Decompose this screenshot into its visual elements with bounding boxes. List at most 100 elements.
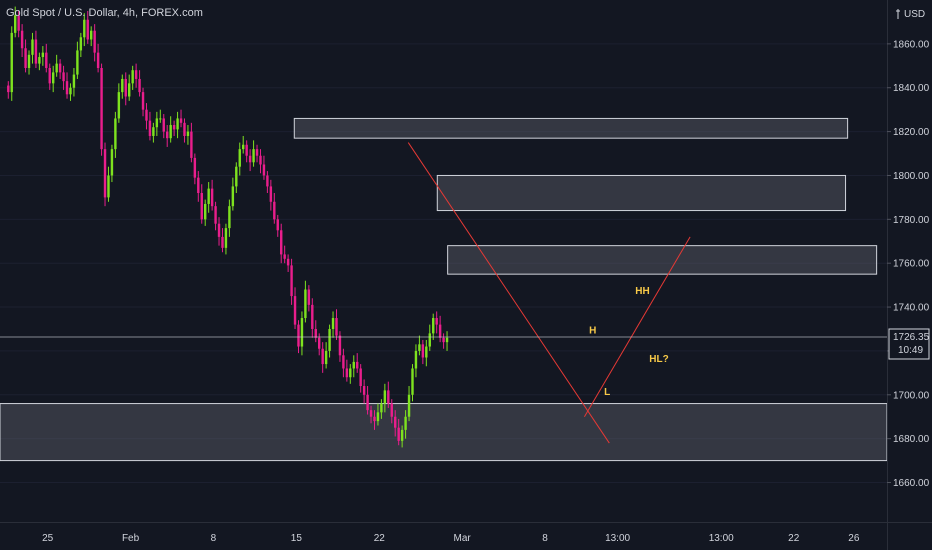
candle-body (335, 318, 338, 336)
trendlines-layer (0, 142, 887, 444)
candle-body (172, 125, 176, 130)
candle-body (397, 427, 400, 441)
supply-demand-zone (293, 117, 849, 139)
candle-body (321, 348, 324, 365)
annotation-label: HH (635, 286, 649, 297)
candle-body (221, 236, 224, 248)
candle-body (300, 318, 304, 347)
y-tick-label: 1780.00 (893, 215, 930, 226)
candle-body (328, 328, 331, 351)
currency-selector[interactable]: USD (896, 9, 925, 20)
candle-body (425, 346, 428, 358)
candle-body (186, 131, 190, 136)
candle-body (438, 324, 442, 338)
time-axis[interactable]: 25 Feb 8 15 22 Mar 8 13:00 13:00 22 26 (42, 533, 860, 544)
candle-body (273, 201, 276, 220)
candle-body (376, 412, 380, 422)
candle-body (204, 203, 207, 220)
candle-body (242, 144, 245, 150)
candle-body (314, 328, 317, 338)
candle-body (428, 333, 431, 347)
trend-line (407, 142, 610, 444)
candle-body (352, 361, 355, 369)
candle-body (435, 318, 438, 325)
x-tick-label: 13:00 (605, 533, 630, 544)
candle-body (72, 74, 76, 88)
candle-body (145, 109, 148, 121)
candle-body (342, 355, 345, 369)
candle-body (214, 206, 217, 224)
candle-body (248, 155, 252, 163)
candle-body (411, 368, 414, 395)
candle-body (100, 67, 103, 150)
candle-body (421, 344, 425, 358)
candle-body (197, 177, 200, 194)
candle-body (373, 416, 376, 422)
y-tick-label: 1700.00 (893, 390, 930, 401)
candle-body (38, 57, 41, 64)
candle-body (155, 118, 159, 128)
candle-body (262, 164, 266, 176)
annotation-label: HL? (649, 354, 668, 365)
candle-body (58, 63, 62, 73)
candle-body (193, 157, 197, 178)
candle-body (407, 394, 411, 417)
candle-body (366, 394, 369, 411)
candle-body (324, 350, 328, 365)
supply-demand-zone (436, 174, 847, 212)
candle-body (269, 186, 273, 202)
y-tick-label: 1660.00 (893, 478, 930, 489)
chart-title: Gold Spot / U.S. Dollar, 4h, FOREX.com (6, 7, 203, 19)
candle-body (41, 52, 45, 58)
supply-demand-zone (0, 403, 888, 462)
candle-body (179, 118, 183, 123)
candle-body (69, 87, 72, 95)
candle-body (176, 118, 179, 130)
candle-body (17, 15, 20, 31)
candle-body (27, 54, 31, 68)
candle-body (138, 78, 141, 93)
x-tick-label: 22 (374, 533, 386, 544)
candle-body (356, 361, 359, 369)
candle-body (359, 368, 362, 387)
x-tick-label: 25 (42, 533, 54, 544)
candle-body (152, 127, 155, 136)
candle-body (107, 175, 110, 198)
candle-body (238, 149, 241, 167)
x-tick-label: 22 (788, 533, 800, 544)
candle-body (380, 403, 383, 413)
x-tick-label: Feb (122, 533, 140, 544)
candle-body (387, 390, 390, 404)
candle-body (62, 72, 65, 82)
candle-body (141, 92, 145, 110)
candle-body (414, 350, 418, 369)
candle-body (79, 37, 83, 51)
candle-body (159, 118, 162, 120)
y-tick-label: 1760.00 (893, 259, 930, 270)
price-box (888, 328, 930, 360)
candle-body (442, 337, 445, 343)
candle-body (89, 30, 93, 40)
candle-body (190, 131, 193, 158)
candle-body (383, 390, 387, 404)
supply-demand-zone (447, 245, 878, 275)
candle-body (13, 15, 17, 33)
candle-body (20, 30, 24, 49)
candle-body (297, 324, 300, 347)
y-tick-label: 1820.00 (893, 127, 930, 138)
candle-body (224, 228, 228, 248)
candle-body (96, 52, 100, 68)
candle-body (280, 230, 283, 255)
candle-body (252, 149, 255, 163)
x-tick-label: 8 (211, 533, 217, 544)
x-tick-label: 26 (848, 533, 860, 544)
candle-body (390, 403, 393, 417)
x-tick-label: Mar (454, 533, 472, 544)
candle-body (318, 337, 321, 349)
candle-body (76, 50, 79, 75)
y-tick-label: 1800.00 (893, 171, 930, 182)
price-axis[interactable]: 1660.001680.001700.001720.001740.001760.… (887, 39, 930, 489)
candle-body (304, 289, 307, 319)
